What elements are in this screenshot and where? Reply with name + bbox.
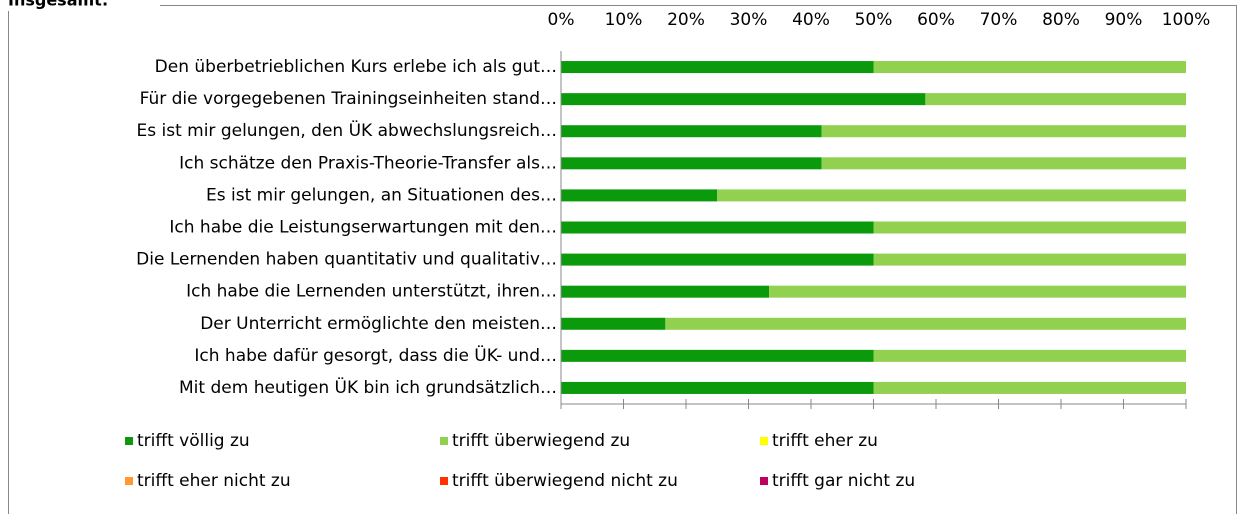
- bar-segment: [873, 61, 1186, 74]
- bar-segment: [873, 221, 1186, 234]
- bar-segment: [925, 93, 1186, 106]
- legend-swatch: [125, 477, 133, 485]
- legend-swatch: [760, 477, 768, 485]
- bar-segment: [561, 285, 770, 298]
- legend-swatch: [440, 477, 448, 485]
- x-tick-label: 40%: [792, 10, 830, 30]
- bar-segment: [717, 189, 1186, 202]
- bar-segment: [821, 125, 1186, 138]
- x-tick-label: 70%: [980, 10, 1018, 30]
- legend-label: trifft überwiegend zu: [452, 431, 630, 451]
- legend-swatch: [760, 437, 768, 445]
- bar-segment: [561, 157, 822, 170]
- x-tick-label: 0%: [548, 10, 575, 30]
- title-bg: [0, 0, 160, 11]
- bar-segment: [873, 253, 1186, 266]
- y-tick-label: Ich schätze den Praxis-Theorie-Transfer …: [179, 153, 557, 173]
- y-tick-label: Für die vorgegebenen Trainingseinheiten …: [140, 89, 557, 109]
- bar-segment: [561, 125, 822, 138]
- bar-segment: [873, 349, 1186, 362]
- bar-segment: [561, 93, 926, 106]
- legend-label: trifft eher nicht zu: [137, 471, 291, 491]
- legend-swatch: [440, 437, 448, 445]
- x-tick-label: 50%: [855, 10, 893, 30]
- legend-label: trifft völlig zu: [137, 431, 250, 451]
- bar-segment: [873, 381, 1186, 394]
- y-tick-label: Es ist mir gelungen, an Situationen des…: [206, 185, 557, 205]
- legend-swatch: [125, 437, 133, 445]
- x-tick-label: 60%: [917, 10, 955, 30]
- y-tick-label: Mit dem heutigen ÜK bin ich grundsätzlic…: [179, 376, 557, 398]
- legend-label: trifft gar nicht zu: [772, 471, 915, 491]
- bar-segment: [561, 349, 874, 362]
- y-tick-label: Ich habe dafür gesorgt, dass die ÜK- und…: [194, 344, 557, 366]
- bar-segment: [821, 157, 1186, 170]
- legend-label: trifft eher zu: [772, 431, 878, 451]
- y-tick-label: Der Unterricht ermöglichte den meisten…: [200, 314, 557, 334]
- bar-segment: [561, 221, 874, 234]
- y-tick-label: Ich habe die Leistungserwartungen mit de…: [169, 218, 557, 238]
- chart-title: Insgesamt:: [8, 0, 108, 10]
- x-tick-label: 10%: [605, 10, 643, 30]
- x-tick-label: 100%: [1162, 10, 1211, 30]
- bar-segment: [561, 317, 666, 330]
- legend-label: trifft überwiegend nicht zu: [452, 471, 678, 491]
- bar-segment: [561, 61, 874, 74]
- bar-segment: [769, 285, 1186, 298]
- x-tick-label: 30%: [730, 10, 768, 30]
- bar-segment: [561, 189, 718, 202]
- bar-segment: [561, 381, 874, 394]
- x-tick-label: 80%: [1042, 10, 1080, 30]
- bar-segment: [561, 253, 874, 266]
- y-tick-label: Es ist mir gelungen, den ÜK abwechslungs…: [137, 119, 558, 141]
- bar-segment: [665, 317, 1186, 330]
- y-tick-label: Den überbetrieblichen Kurs erlebe ich al…: [155, 57, 557, 77]
- x-tick-label: 20%: [667, 10, 705, 30]
- y-tick-label: Ich habe die Lernenden unterstützt, ihre…: [186, 282, 557, 302]
- y-tick-label: Die Lernenden haben quantitativ und qual…: [136, 250, 557, 270]
- x-tick-label: 90%: [1105, 10, 1143, 30]
